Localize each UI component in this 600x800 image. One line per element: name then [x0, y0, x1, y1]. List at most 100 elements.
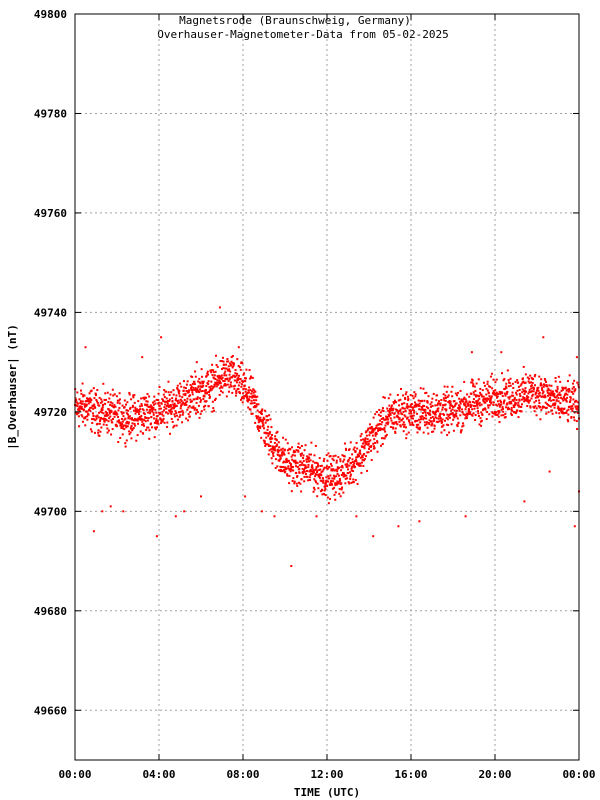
- data-point: [540, 384, 543, 387]
- data-point: [183, 386, 186, 389]
- data-point: [549, 389, 552, 392]
- data-point: [194, 388, 197, 391]
- data-point: [335, 468, 338, 471]
- data-point: [275, 439, 278, 442]
- data-point: [341, 454, 344, 457]
- data-point: [550, 384, 553, 387]
- data-point: [77, 415, 80, 418]
- data-point: [347, 458, 350, 461]
- data-point: [456, 425, 459, 428]
- data-point: [147, 426, 150, 429]
- data-point: [130, 425, 133, 428]
- data-point: [237, 387, 240, 390]
- data-point: [424, 392, 427, 395]
- data-point: [182, 401, 185, 404]
- data-point: [513, 406, 516, 409]
- data-point: [327, 475, 330, 478]
- data-point: [249, 389, 252, 392]
- data-point: [449, 403, 452, 406]
- data-point: [92, 415, 95, 418]
- data-point: [118, 406, 121, 409]
- data-point: [272, 451, 275, 454]
- data-point: [256, 409, 259, 412]
- data-point: [150, 405, 153, 408]
- data-point: [538, 391, 541, 394]
- data-point: [192, 386, 195, 389]
- data-point: [132, 394, 135, 397]
- data-point: [442, 393, 445, 396]
- data-point: [409, 405, 412, 408]
- data-point: [511, 382, 514, 385]
- data-point: [524, 381, 527, 384]
- data-point: [407, 405, 410, 408]
- data-point: [427, 407, 430, 410]
- data-point: [235, 374, 238, 377]
- outlier-point: [397, 525, 400, 528]
- data-point: [448, 431, 451, 434]
- data-point: [282, 436, 285, 439]
- data-point: [302, 464, 305, 467]
- data-point: [471, 381, 474, 384]
- data-point: [125, 421, 128, 424]
- data-point: [118, 419, 121, 422]
- data-point: [332, 468, 335, 471]
- data-point: [404, 415, 407, 418]
- data-point: [438, 420, 441, 423]
- data-point: [425, 391, 428, 394]
- data-point: [565, 400, 568, 403]
- data-point: [429, 409, 432, 412]
- data-point: [401, 423, 404, 426]
- data-point: [269, 418, 272, 421]
- data-point: [390, 406, 393, 409]
- data-point: [456, 391, 459, 394]
- data-point: [174, 399, 177, 402]
- data-point: [519, 384, 522, 387]
- data-point: [462, 422, 465, 425]
- data-point: [464, 403, 467, 406]
- data-point: [277, 454, 280, 457]
- outlier-point: [200, 495, 202, 498]
- data-point: [265, 443, 268, 446]
- data-point: [205, 400, 208, 403]
- data-point: [502, 402, 505, 405]
- data-point: [321, 470, 324, 473]
- data-point: [287, 465, 290, 468]
- data-point: [92, 407, 95, 410]
- data-point: [565, 392, 568, 395]
- data-point: [270, 448, 273, 451]
- data-point: [326, 467, 329, 470]
- data-point: [381, 443, 384, 446]
- outlier-point: [273, 515, 276, 518]
- data-point: [420, 406, 423, 409]
- data-point: [431, 397, 434, 400]
- data-point: [139, 408, 142, 411]
- data-point: [566, 393, 569, 396]
- data-point: [202, 397, 205, 400]
- data-point: [547, 389, 550, 392]
- data-point: [359, 464, 362, 467]
- data-point: [451, 395, 454, 398]
- data-point: [277, 451, 280, 454]
- data-point: [129, 406, 132, 409]
- data-point: [460, 429, 463, 432]
- data-point: [316, 482, 319, 485]
- outlier-point: [542, 336, 545, 339]
- data-point: [534, 405, 537, 408]
- data-point: [563, 394, 566, 397]
- data-point: [178, 395, 181, 398]
- data-point: [362, 438, 365, 441]
- data-point: [464, 408, 467, 411]
- data-point: [492, 401, 495, 404]
- data-point: [394, 430, 397, 433]
- data-point: [413, 401, 416, 404]
- data-point: [194, 370, 197, 373]
- data-point: [211, 400, 214, 403]
- data-point: [210, 385, 213, 388]
- data-point: [475, 400, 478, 403]
- data-point: [195, 390, 198, 393]
- data-point: [369, 446, 372, 449]
- data-point: [446, 434, 449, 437]
- data-point: [127, 409, 130, 412]
- data-point: [351, 458, 354, 461]
- data-point: [198, 377, 201, 380]
